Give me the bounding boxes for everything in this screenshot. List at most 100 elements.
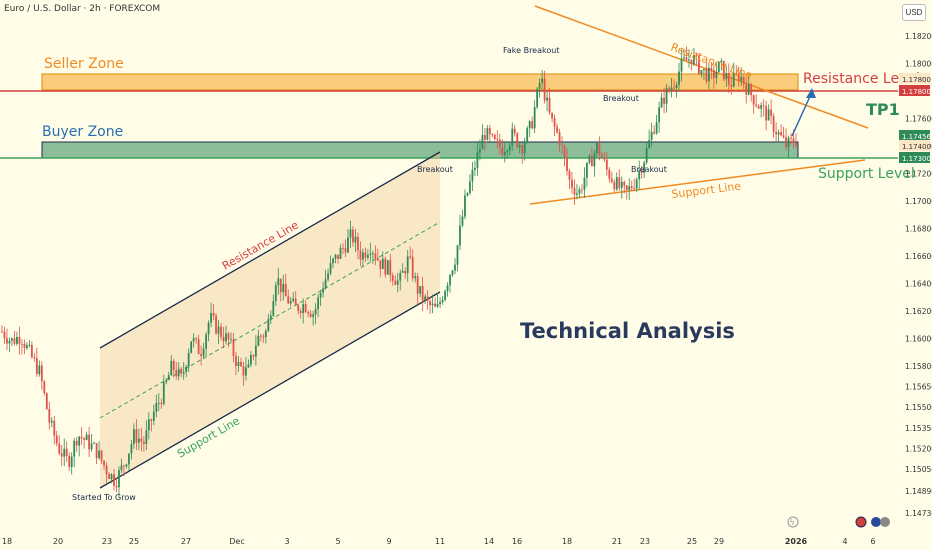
candle-body (454, 264, 456, 271)
candle-body (83, 438, 86, 440)
candle-body (471, 169, 474, 182)
candle-body (23, 343, 26, 348)
price-badge-label: 1.17800 (902, 88, 931, 96)
candle-body (48, 409, 51, 423)
candle-body (618, 177, 621, 188)
candle-body (650, 131, 653, 140)
candle-body (576, 193, 578, 195)
breakout-label-2: Breakout (603, 94, 639, 103)
candle-body (493, 134, 496, 140)
candle-body (202, 348, 205, 357)
candle-body (620, 181, 623, 188)
candle-body (364, 252, 367, 258)
candle-body (755, 104, 758, 107)
candle-body (357, 236, 359, 251)
price-badge-bg (899, 73, 930, 84)
candle-body (175, 370, 178, 377)
candle-body (693, 54, 695, 65)
candle-body (75, 440, 78, 446)
candle-body (147, 419, 150, 431)
channel-support-line (99, 291, 441, 489)
candle-body (648, 139, 651, 149)
price-tick-label: 1.15500 (905, 403, 932, 412)
candle-body (78, 436, 81, 446)
candle-body (695, 54, 698, 56)
candle-body (172, 360, 175, 371)
time-axis[interactable]: 18 20 23 25 27 Dec 3 5 9 11 14 16 18 21 23 25 29 2026 4 6 (2, 537, 876, 546)
candle-body (329, 263, 332, 274)
candle-body (732, 73, 735, 87)
buyer-zone-label: Buyer Zone (42, 124, 123, 140)
candle-body (220, 326, 222, 337)
candle-body (461, 216, 464, 226)
tp1-arrow-head (806, 88, 816, 98)
candle-body (264, 331, 267, 338)
wedge-support-line (529, 159, 866, 205)
candle-body (551, 112, 553, 119)
candle-body (205, 334, 208, 349)
candle-body (685, 57, 688, 61)
candle-body (207, 322, 210, 335)
candle-body (583, 177, 586, 190)
candle-body (665, 88, 668, 104)
candle-body (252, 354, 255, 357)
candle-body (332, 258, 334, 264)
candle-body (90, 443, 93, 450)
lightning-icon[interactable] (787, 516, 799, 528)
candle-body (8, 340, 11, 344)
candle-body (135, 429, 138, 443)
candle-body (379, 260, 382, 270)
candle-body (700, 70, 703, 74)
candle-body (459, 225, 461, 246)
candle-body (760, 105, 763, 109)
candle-body (416, 276, 419, 294)
candle-body (289, 301, 292, 304)
candle-body (157, 402, 160, 404)
time-tick-label: 9 (386, 537, 391, 546)
candle-body (498, 139, 501, 148)
price-badge-bg (899, 85, 930, 96)
candle-body (33, 356, 36, 358)
fake-breakout-label: Fake Breakout (503, 46, 559, 55)
candle-body (449, 275, 451, 286)
wedge-resistance-line (534, 5, 869, 129)
candle-body (727, 72, 730, 85)
candle-body (605, 159, 608, 170)
candle-body (730, 84, 733, 87)
currency-icon (880, 517, 890, 527)
time-tick-label: 4 (842, 537, 847, 546)
candle-body (396, 280, 399, 285)
candle-body (474, 167, 476, 170)
candle-body (556, 126, 558, 133)
candle-body (406, 256, 409, 274)
candle-body (610, 178, 613, 182)
candle-body (150, 419, 153, 421)
candle-body (531, 121, 534, 129)
candle-body (68, 455, 71, 467)
candle-body (615, 177, 618, 190)
candle-body (409, 256, 412, 258)
time-tick-label: 20 (53, 537, 63, 546)
candle-body (503, 152, 506, 155)
time-tick-label: 25 (687, 537, 697, 546)
price-axis[interactable]: 1.18200 1.18000 1.17600 1.17400 1.17200 1.170… (899, 32, 932, 518)
candle-body (322, 288, 324, 293)
candle-body (725, 72, 728, 80)
candle-body (717, 62, 720, 73)
candle-body (663, 97, 665, 104)
candle-body (381, 258, 384, 270)
candle-body (795, 143, 797, 146)
currency-button[interactable]: USD (902, 4, 926, 21)
candle-body (511, 128, 514, 146)
price-tick-label: 1.15650 (905, 383, 932, 392)
price-tick-label: 1.15050 (905, 465, 932, 474)
candle-body (533, 107, 536, 129)
candle-body (625, 185, 628, 190)
candle-body (765, 105, 768, 121)
candle-body (456, 245, 459, 265)
candle-body (581, 189, 583, 191)
candle-body (123, 465, 125, 467)
candle-body (35, 357, 38, 375)
candle-body (30, 344, 33, 357)
